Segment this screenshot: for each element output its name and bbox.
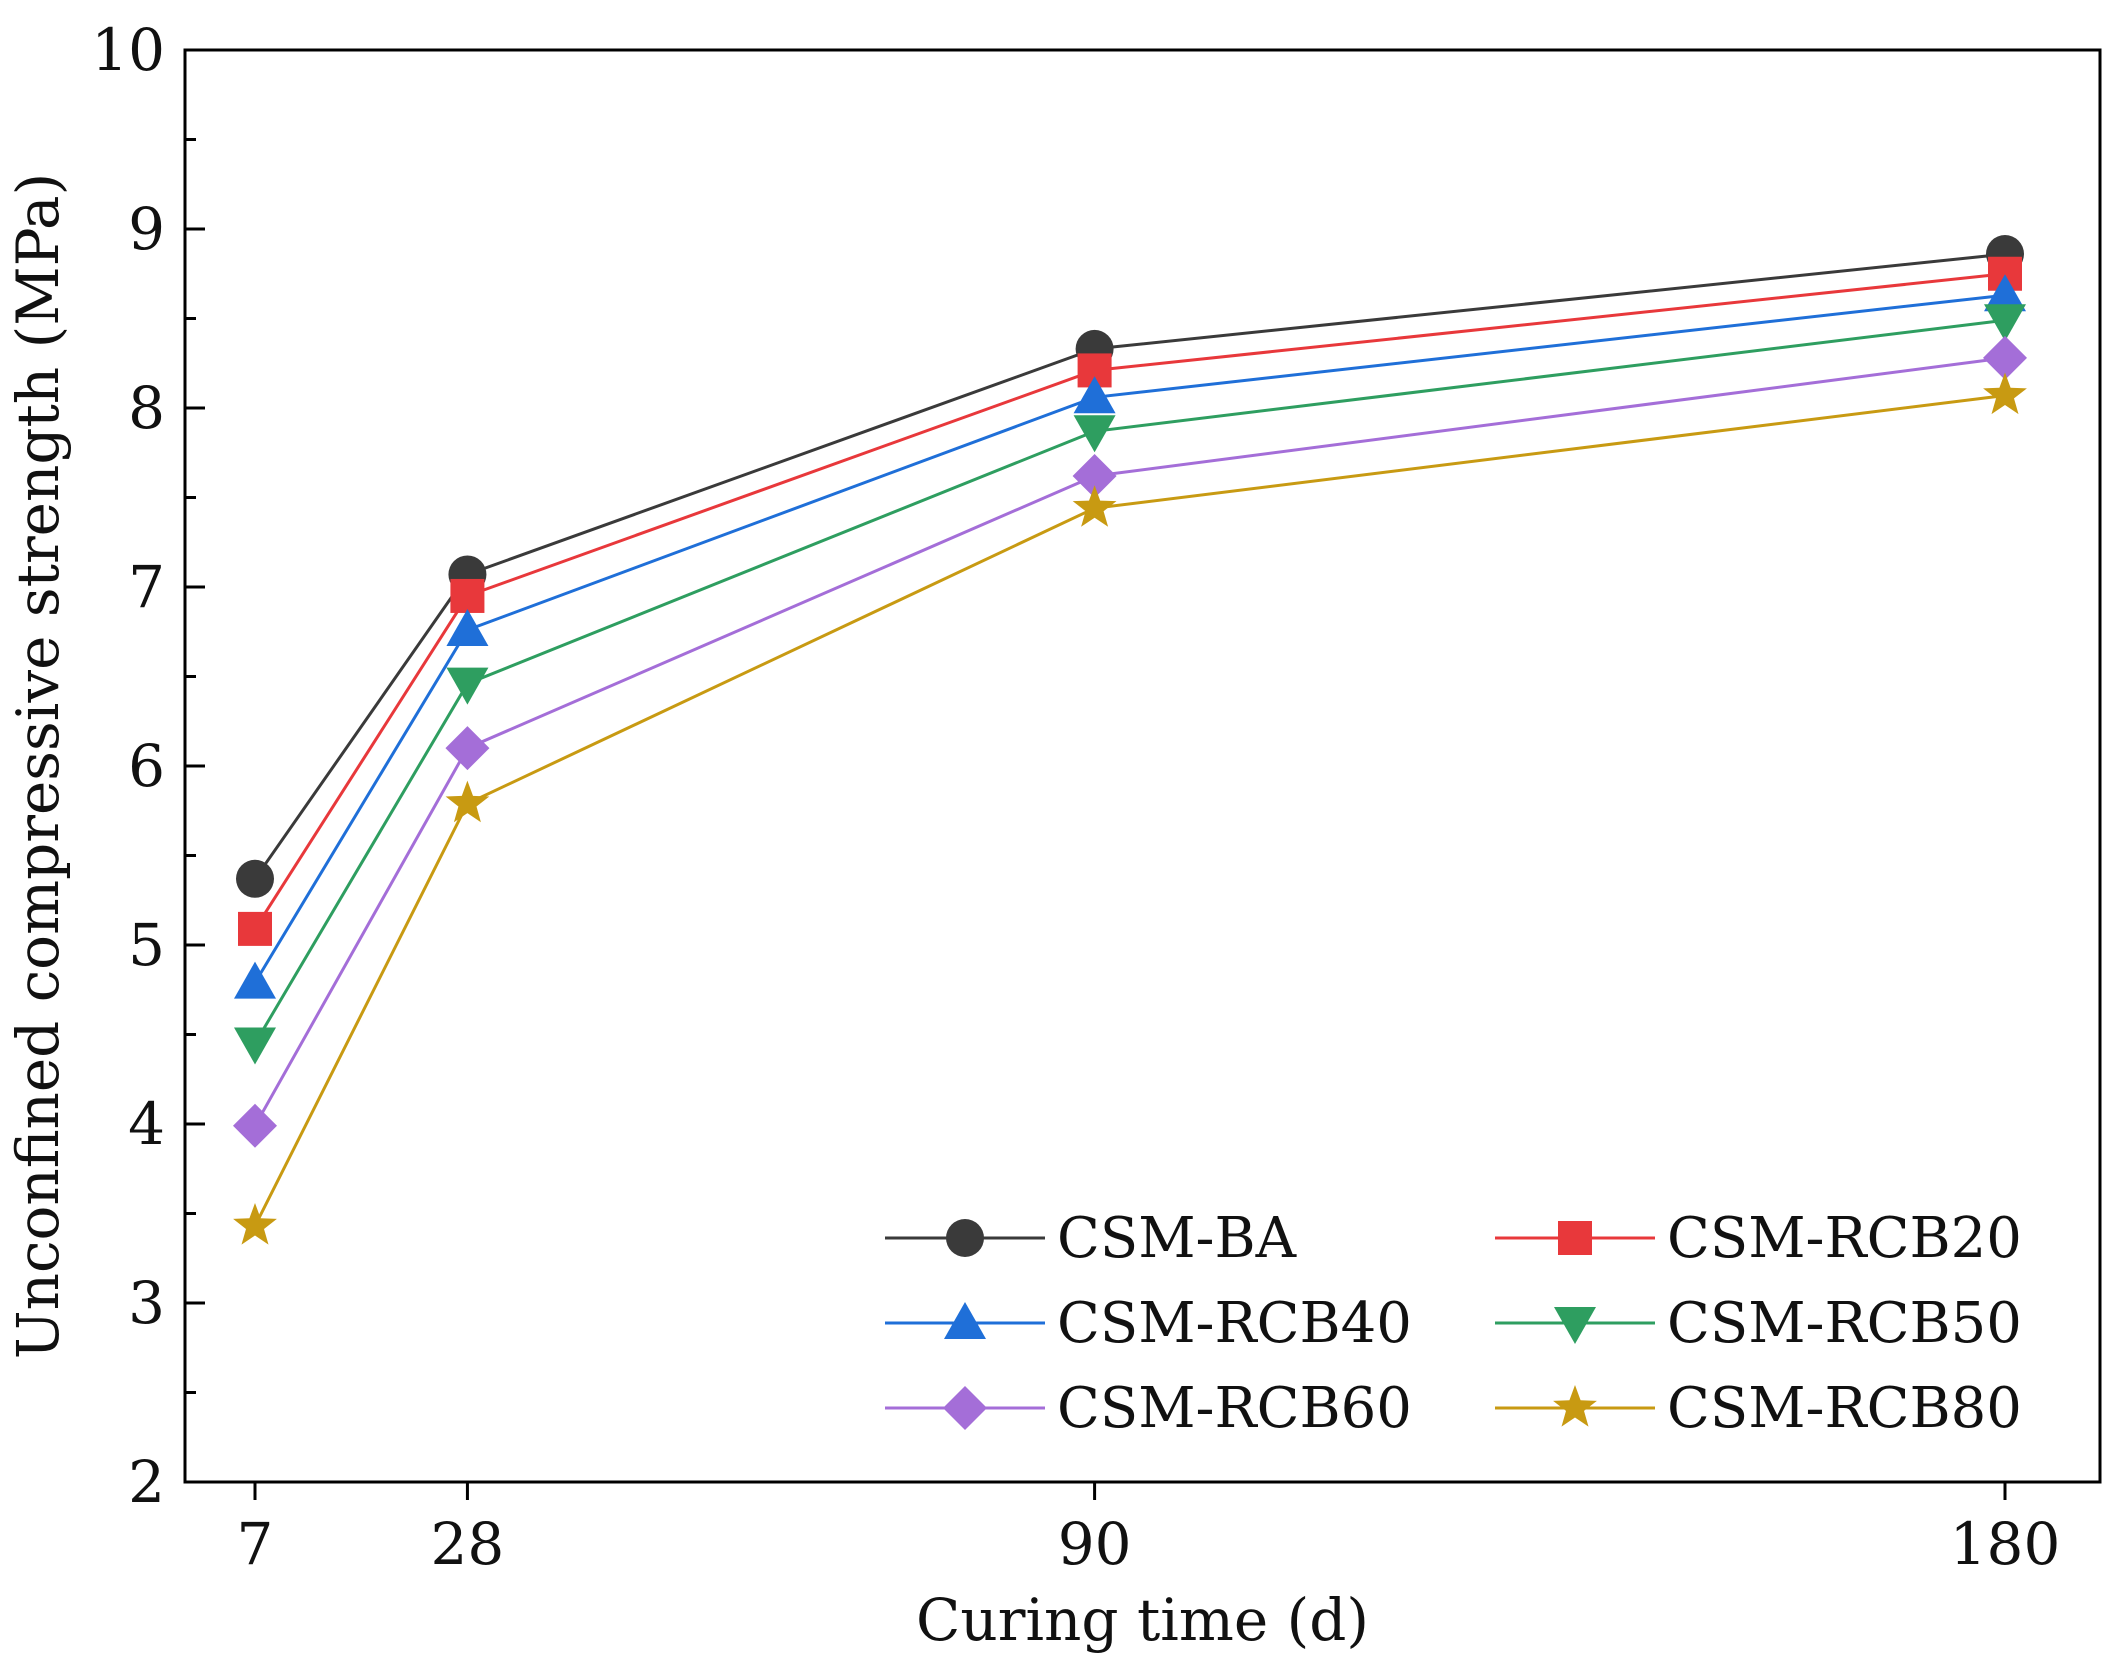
y-tick-label: 8	[128, 374, 165, 442]
y-tick-label: 5	[128, 911, 165, 979]
series-csm-rcb40	[234, 274, 2026, 999]
legend-label: CSM-RCB50	[1667, 1291, 2022, 1356]
data-point	[450, 578, 485, 613]
data-point	[445, 726, 490, 771]
data-point	[236, 859, 274, 898]
legend-label: CSM-RCB40	[1057, 1291, 1412, 1356]
legend: CSM-BA CSM-RCB20 CSM-RCB40 CSM-RCB50 CSM-RCB…	[885, 1206, 2022, 1441]
legend-item: CSM-RCB20	[1495, 1206, 2022, 1271]
series-line	[253, 356, 2006, 1127]
data-point	[1983, 372, 2027, 415]
data-point	[446, 667, 489, 705]
series-line	[253, 293, 2006, 984]
series-layer	[233, 235, 2027, 1245]
series-csm-rcb50	[234, 304, 2026, 1065]
data-point	[1073, 415, 1116, 453]
y-axis-title: Unconfined compressive strength (MPa)	[4, 173, 72, 1359]
x-tick-label: 180	[1950, 1510, 2061, 1578]
data-point	[238, 911, 272, 946]
legend-marker	[946, 1219, 984, 1257]
y-tick-label: 4	[128, 1090, 165, 1158]
series-line	[253, 318, 2006, 1045]
legend-item: CSM-BA	[885, 1206, 1297, 1271]
x-tick-label: 7	[237, 1510, 274, 1578]
data-point	[1072, 485, 1117, 527]
data-point	[446, 608, 489, 646]
data-point	[1984, 274, 2026, 312]
series-line	[253, 394, 2006, 1227]
data-point	[234, 1027, 276, 1065]
legend-item: CSM-RCB80	[1495, 1376, 2022, 1441]
x-axis-ticks: 7 28 90 180	[237, 1482, 2061, 1578]
series-line	[253, 272, 2006, 930]
legend-label: CSM-RCB20	[1667, 1206, 2022, 1271]
legend-item: CSM-RCB40	[885, 1291, 1412, 1356]
y-axis-ticks: 2 3 4 5 6 7 8 9 10	[91, 16, 205, 1516]
series-csm-rcb80	[233, 372, 2027, 1245]
legend-label: CSM-RCB60	[1057, 1376, 1412, 1441]
series-csm-rcb60	[233, 335, 2027, 1148]
series-line	[253, 252, 2006, 880]
legend-marker	[1558, 1221, 1592, 1255]
x-tick-label: 28	[431, 1510, 505, 1578]
y-tick-label: 10	[91, 16, 165, 84]
legend-item: CSM-RCB50	[1495, 1291, 2022, 1356]
legend-marker	[943, 1386, 987, 1430]
legend-marker	[944, 1302, 986, 1339]
legend-marker	[1553, 1385, 1597, 1427]
data-point	[1073, 376, 1116, 414]
y-tick-label: 7	[128, 553, 165, 621]
legend-label: CSM-BA	[1057, 1206, 1297, 1271]
x-axis-title: Curing time (d)	[916, 1586, 1369, 1654]
legend-marker	[1554, 1307, 1596, 1344]
data-point	[234, 961, 276, 999]
data-point	[445, 780, 490, 823]
data-point	[1984, 304, 2026, 342]
legend-item: CSM-RCB60	[885, 1376, 1412, 1441]
data-point	[1072, 454, 1117, 499]
legend-label: CSM-RCB80	[1667, 1376, 2022, 1441]
data-point	[1983, 335, 2027, 380]
y-tick-label: 9	[128, 195, 165, 263]
y-tick-label: 3	[128, 1269, 165, 1337]
x-tick-label: 90	[1058, 1510, 1132, 1578]
y-tick-label: 6	[128, 732, 165, 800]
data-point	[233, 1103, 277, 1148]
data-point	[233, 1203, 277, 1245]
y-tick-label: 2	[128, 1448, 165, 1516]
